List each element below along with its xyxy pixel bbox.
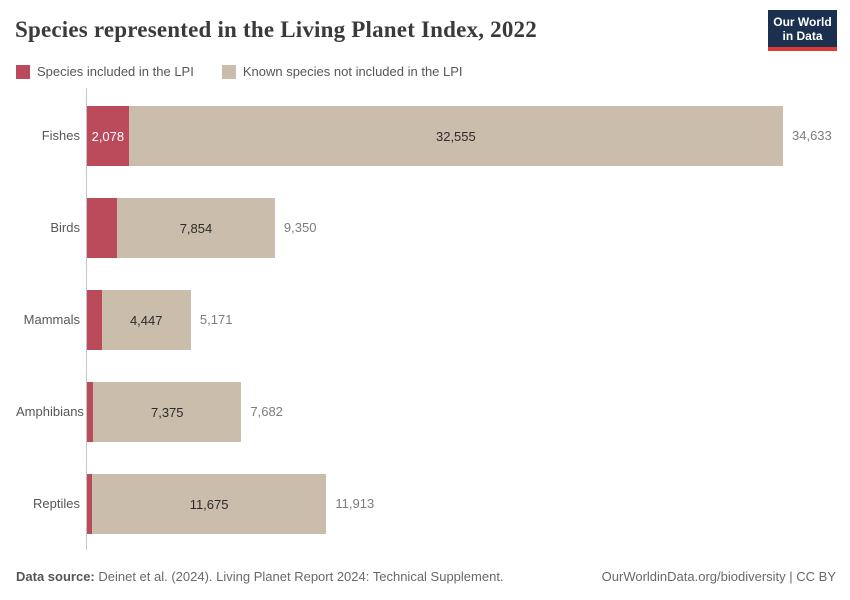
data-source-label: Data source: xyxy=(16,569,95,584)
credit-link[interactable]: OurWorldinData.org/biodiversity | CC BY xyxy=(601,569,836,584)
category-label: Reptiles xyxy=(33,496,80,511)
bar-row-amphibians: Amphibians 7,375 7,682 xyxy=(16,382,836,442)
segment-value-label: 4,447 xyxy=(129,312,163,328)
category-label: Mammals xyxy=(23,312,80,327)
owid-logo-line1: Our World xyxy=(773,15,832,29)
bar-row-birds: Birds 7,854 9,350 xyxy=(16,198,836,258)
category-label: Amphibians xyxy=(16,404,84,419)
bar-segment-lpi[interactable] xyxy=(87,198,118,258)
bar-segment-not-included[interactable]: 7,375 xyxy=(93,382,242,442)
segment-value-label: 11,675 xyxy=(189,496,229,512)
bar-segment-not-included[interactable]: 11,675 xyxy=(91,474,327,534)
data-source-note: Data source: Deinet et al. (2024). Livin… xyxy=(16,569,504,584)
bar-segment-not-included[interactable]: 7,854 xyxy=(117,198,275,258)
total-label: 34,633 xyxy=(792,128,832,143)
legend: Species included in the LPI Known species… xyxy=(16,64,463,79)
bar-segment-lpi[interactable] xyxy=(87,290,102,350)
bar-segments: 11,675 xyxy=(87,474,327,534)
bar-row-reptiles: Reptiles 11,675 11,913 xyxy=(16,474,836,534)
legend-item-label: Species included in the LPI xyxy=(37,64,194,79)
page-title: Species represented in the Living Planet… xyxy=(15,17,537,42)
footer: Data source: Deinet et al. (2024). Livin… xyxy=(16,569,836,584)
bar-segment-lpi[interactable]: 2,078 xyxy=(87,106,129,166)
owid-logo-line2: in Data xyxy=(782,29,823,43)
category-label: Birds xyxy=(50,220,80,235)
legend-item-1[interactable]: Known species not included in the LPI xyxy=(221,64,463,79)
owid-logo[interactable]: Our World in Data xyxy=(768,10,837,51)
bar-segment-lpi[interactable] xyxy=(87,382,94,442)
y-axis-line xyxy=(86,88,87,550)
bar-row-mammals: Mammals 4,447 5,171 xyxy=(16,290,836,350)
legend-swatch-icon xyxy=(16,64,30,79)
segment-value-label: 32,555 xyxy=(435,128,476,144)
bar-segment-lpi[interactable] xyxy=(87,474,92,534)
stacked-bar-chart: Fishes 2,078 32,555 34,633 Birds 7,854 9,350 Ma… xyxy=(16,88,836,550)
bar-segments: 4,447 xyxy=(87,290,191,350)
data-source-text: Deinet et al. (2024). Living Planet Repo… xyxy=(94,569,504,584)
legend-swatch-icon xyxy=(221,64,236,79)
category-label: Fishes xyxy=(41,128,80,143)
total-label: 11,913 xyxy=(335,496,375,511)
legend-item-0[interactable]: Species included in the LPI xyxy=(16,64,194,79)
bar-segments: 7,854 xyxy=(87,198,275,258)
bar-segment-not-included[interactable]: 4,447 xyxy=(101,290,191,350)
bar-segments: 2,078 32,555 xyxy=(87,106,783,166)
total-label: 7,682 xyxy=(250,404,283,419)
legend-item-label: Known species not included in the LPI xyxy=(242,64,463,79)
bar-segment-not-included[interactable]: 32,555 xyxy=(128,106,783,166)
segment-value-label: 7,854 xyxy=(179,220,213,236)
segment-value-label: 2,078 xyxy=(91,128,125,144)
total-label: 5,171 xyxy=(199,312,233,327)
bar-segments: 7,375 xyxy=(87,382,242,442)
segment-value-label: 7,375 xyxy=(150,404,184,420)
total-label: 9,350 xyxy=(283,220,317,235)
bar-row-fishes: Fishes 2,078 32,555 34,633 xyxy=(16,106,836,166)
